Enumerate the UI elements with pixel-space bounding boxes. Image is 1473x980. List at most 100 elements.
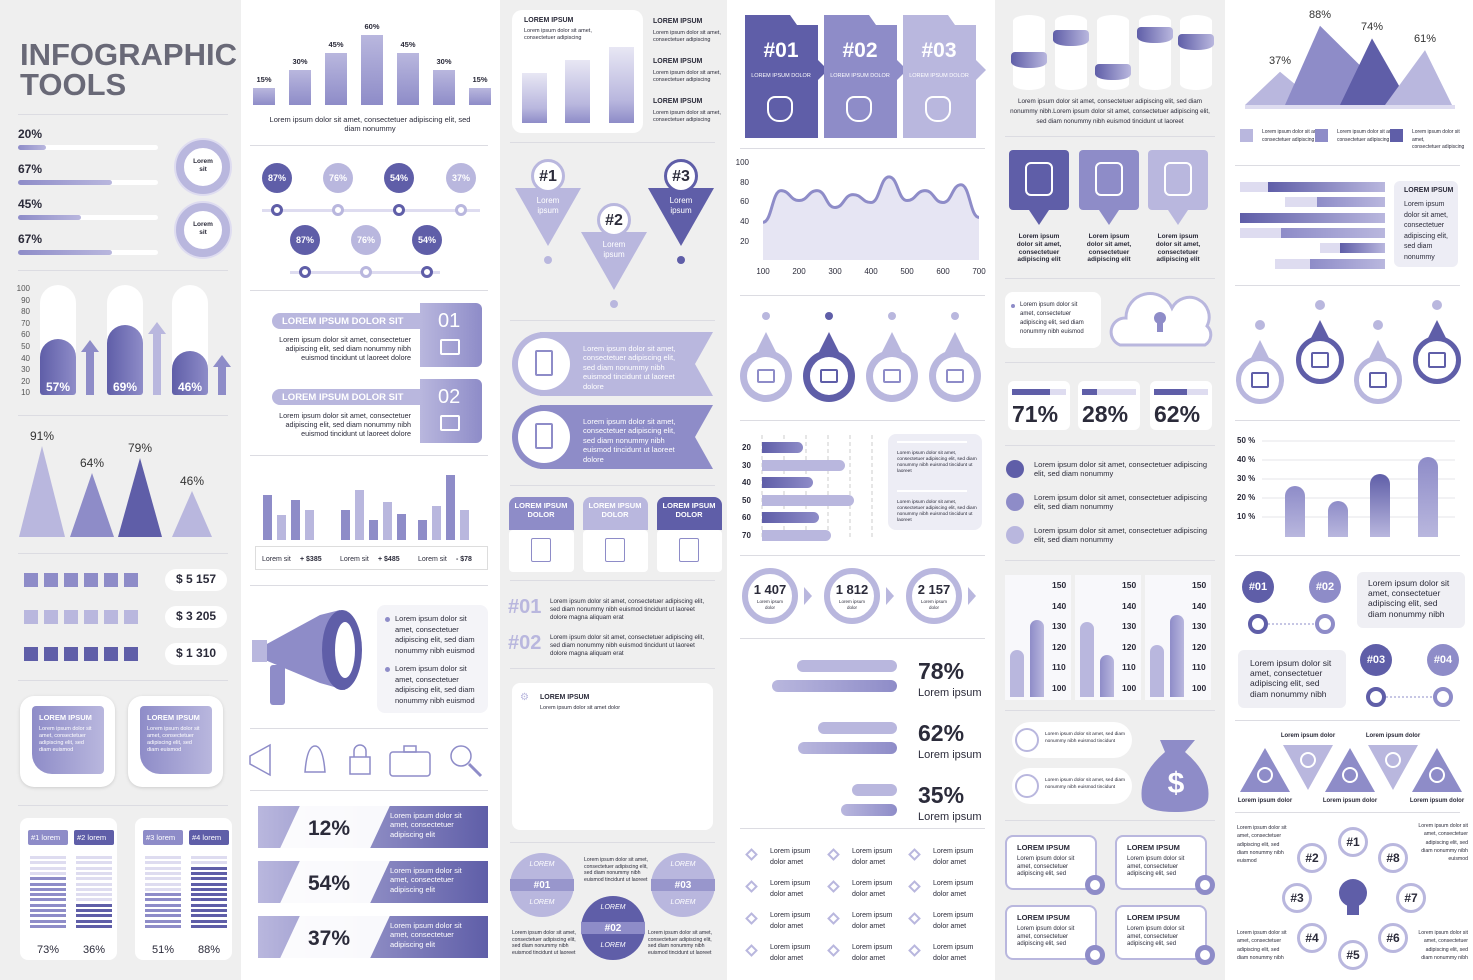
stack-line [145,919,181,923]
axis-tick: 50 [21,342,30,351]
info-card [1005,835,1097,890]
progress-label: 45% [18,197,43,211]
divider [1005,820,1215,821]
pin-ring [1236,356,1284,404]
stack-line [76,866,112,870]
bulb-node [1338,827,1368,857]
pill-bar-label: 69% [112,380,138,394]
banner-text: Lorem ipsum dolor sit amet, consectetuer… [390,921,462,949]
diamond-text: Lorem ipsum dolor amet [770,880,811,899]
stack-line [30,914,66,918]
divider [18,270,228,271]
step-text: Lorem ipsum dolor sit amet, consectetuer… [550,598,705,621]
bar-mark [397,52,419,105]
axis-tick: 100 [16,284,30,293]
bar-mark [253,87,275,105]
number-box [420,303,482,367]
divider [250,145,488,146]
bar-mark [469,87,491,105]
bar-mark [289,70,311,105]
briefcase-icon [679,538,699,562]
tab-header [657,497,722,530]
bullet-text: Lorem ipsum dolor sit amet, consectetuer… [1034,460,1207,479]
gear-icon: ⚙ [520,692,529,703]
stack-line [145,898,181,902]
diamond-text: Lorem ipsum dolor amet [770,944,811,963]
bar-label: 15% [256,74,272,84]
divider [250,290,488,291]
info-card [1005,905,1097,960]
legend-value: - $78 [456,556,472,563]
bubble [446,163,476,193]
pill-bar-label: 46% [177,380,203,394]
list-text: Lorem ipsum dolor sit amet, consectetuer… [653,110,721,123]
text-box [1394,181,1458,267]
pin-dot [1373,320,1383,330]
bullet-text: Lorem ipsum dolor sit amet, consectetuer… [1034,526,1207,545]
counter-ring [742,568,798,624]
pin-circle [664,159,698,193]
timeline-node [271,204,283,216]
ribbon-text: Lorem ipsum dolor sit amet, consectetuer… [583,417,676,464]
page-title: INFOGRAPHIC [20,37,237,72]
piggy-bank-icon [1095,162,1123,196]
card-inner [32,706,104,774]
cylinder-caption: Lorem ipsum dolor sit amet, consectetuer… [1010,98,1210,126]
axis-tick: 70 [21,318,30,328]
bar-caption: Lorem ipsum dolor sit amet, consectetuer… [269,115,471,134]
divider [250,455,488,456]
bulb-number: #2 [1305,851,1319,865]
bullet-text: Lorem ipsum dolor sit amet, consectetuer… [1034,493,1207,512]
card-text: Lorem ipsum dolor sit amet, consectetuer… [1127,926,1185,947]
stack-line [145,903,181,907]
pin-label: Lorem ipsum [536,196,560,215]
card-knob [1195,875,1215,895]
bullet-text: Lorem ipsum dolor sit amet, consectetuer… [395,614,475,655]
number-box [420,379,482,443]
stack-line [76,919,112,923]
cylinder [1055,15,1087,90]
column-bar [1170,615,1184,697]
callout-text: Lorem ipsum dolor sit amet, consectetuer… [1155,233,1201,264]
bulb-text: Lorem ipsum dolor sit amet, consectetuer… [1418,823,1468,863]
stack-line [191,877,227,881]
stack-value: 88% [197,944,221,956]
amount-value: $ 3 205 [176,609,217,623]
text-box [888,434,982,530]
card-title: LOREM IPSUM [1127,843,1180,852]
hbar-fill [1281,227,1385,238]
hash-circle [1309,571,1341,603]
bulb-node [1378,843,1408,873]
section-number: 01 [438,310,461,332]
axis-tick: 40 % [1237,455,1256,464]
circle-label: LOREM [600,904,626,911]
tab-body [509,530,574,572]
axis-tick: 500 [900,267,914,276]
banner-value: 12% [307,817,351,840]
bullet-dot [385,667,390,672]
hash-number: #03 [1366,654,1386,666]
calendar-icon [946,369,964,383]
pin-ring [1354,356,1402,404]
divider [250,790,488,791]
axis-tick: 300 [828,267,842,276]
stack-line [145,871,181,875]
cylinder-band [1095,64,1131,80]
bullet-circle [1006,526,1024,544]
bubble-label: 87% [295,235,314,245]
section-number: 02 [438,386,461,408]
percent-label: Lorem ipsum [918,811,982,823]
progress-fill [18,215,81,220]
legend-value: + $385 [300,556,322,563]
callout-text: Lorem ipsum dolor sit amet, consectetuer… [1086,233,1132,264]
stack-line [76,861,112,865]
section-bar [272,389,422,405]
card-title: LOREM IPSUM [1017,913,1070,922]
axis-tick: 50 [742,495,751,505]
bar-mark [1285,485,1305,537]
peak-label: 74% [1360,21,1384,34]
square-mark [84,610,98,624]
counter-label: Lorem ipsum dolor [838,599,865,610]
chart-title: LOREM IPSUM [540,694,590,701]
